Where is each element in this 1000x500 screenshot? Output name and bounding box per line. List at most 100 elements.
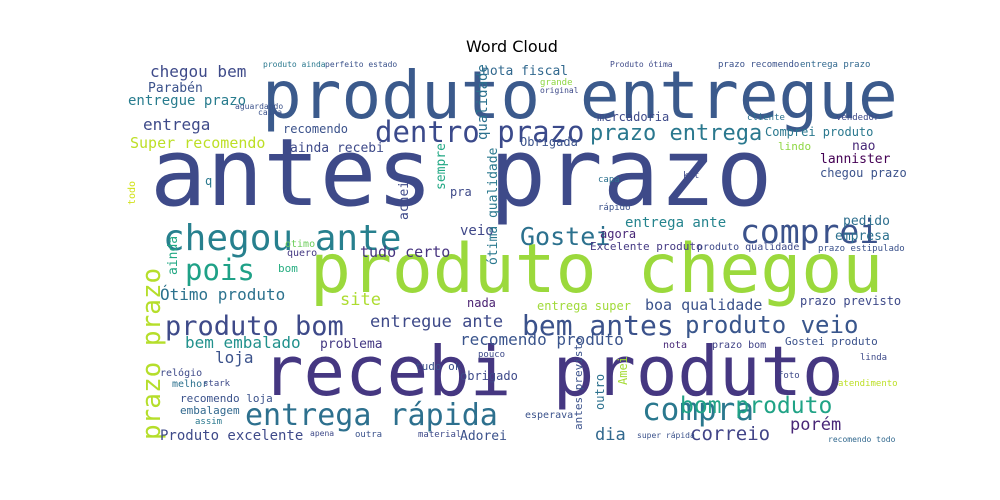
word: obrigado (460, 369, 518, 383)
word: Obrigada (520, 135, 578, 149)
word: atendimento (838, 379, 898, 389)
word: problema (320, 337, 383, 352)
word: todo (127, 181, 138, 205)
word: achei (397, 181, 412, 220)
word: recebi produto (262, 332, 844, 412)
word: boa qualidade (645, 296, 762, 314)
word: veio (460, 223, 494, 239)
word: entrega super (537, 299, 631, 313)
word: recomendo (283, 122, 348, 136)
word: stark (203, 379, 231, 389)
word: chegou prazo (820, 166, 907, 180)
word: Excelente produto (590, 240, 703, 253)
word: comprei (740, 212, 879, 251)
word: kit (683, 171, 699, 181)
word: correio (690, 423, 770, 445)
word: mercadoria (597, 110, 669, 124)
word: prazo bom (712, 340, 766, 351)
word: bem antes (522, 309, 674, 342)
word: q (205, 174, 212, 188)
word: dia (595, 425, 626, 445)
word: Comprei produto (765, 125, 873, 139)
word: outra (355, 430, 382, 440)
word: loja (215, 348, 254, 367)
word: agora (600, 227, 636, 241)
word: pois (185, 253, 255, 287)
word: bom (278, 262, 298, 275)
word: produto ainda (263, 60, 326, 69)
word: aguardando (235, 102, 283, 111)
word: antes previsto (572, 337, 585, 430)
word: entrega ante (625, 215, 726, 231)
word: ainda (166, 236, 181, 275)
word: Adorei (460, 429, 507, 444)
word: nada (467, 296, 496, 310)
word: Gostei (520, 222, 610, 251)
word: site (340, 290, 381, 310)
word: prazo entrega (590, 121, 762, 146)
word: produto qualidade (697, 242, 799, 253)
word: entrega rápida (245, 398, 498, 433)
word: nota (663, 340, 687, 351)
word: Gostei produto (785, 335, 878, 348)
word: super rápida (637, 431, 695, 440)
word: recomendo produto (460, 330, 624, 349)
word: qualidade (475, 64, 491, 140)
word: capa (598, 175, 620, 185)
word: chegou bem (150, 62, 246, 81)
word: melhor (172, 379, 208, 390)
word: caixa (258, 108, 282, 117)
word: Super recomendo (130, 134, 265, 152)
word: rápido (598, 203, 631, 213)
chart-title: Word Cloud (466, 37, 558, 56)
word: prazo previsto (800, 294, 901, 308)
word: tudo ok (415, 360, 462, 373)
word: assim (195, 417, 222, 427)
word: pedido (843, 214, 890, 229)
word: entregue ante (370, 312, 503, 332)
word: prazo estipulado (818, 244, 905, 254)
word: entregue prazo (128, 93, 246, 109)
word: entrega prazo (800, 60, 870, 70)
word: outro (593, 374, 607, 410)
word: entrega (143, 115, 210, 134)
word: nota fiscal (482, 64, 568, 79)
word: ótima qualidade (486, 147, 501, 265)
word: esperava (525, 410, 573, 421)
word: Produto excelente (160, 428, 303, 444)
word: perfeito estado (325, 60, 397, 69)
word: pouco (478, 350, 505, 360)
word: linda (860, 353, 887, 363)
word: empresa (835, 229, 890, 244)
word: compra (642, 392, 754, 428)
word: produto veio (685, 311, 858, 339)
word: antes prazo (150, 119, 773, 228)
word: bem embalado (185, 333, 301, 352)
word: porém (790, 415, 841, 435)
word: produto chegou (310, 230, 883, 309)
word: chegou ante (163, 218, 401, 259)
word: recomendo todo (828, 435, 896, 444)
word: lindo (778, 140, 811, 153)
word: apena (310, 429, 334, 438)
word: relógio (160, 367, 202, 379)
word: prazo prazo (137, 268, 167, 440)
word: recomendo loja (180, 392, 273, 405)
word: original (540, 86, 579, 95)
word: tudo certo (360, 243, 450, 261)
word: foto (778, 371, 800, 381)
word: produto entregue (262, 57, 898, 134)
word-cloud-area (128, 60, 892, 446)
word: embalagem (180, 404, 240, 417)
word: ainda recebi (290, 141, 384, 156)
word: pra (450, 185, 472, 199)
word: vendedor (836, 113, 880, 123)
word: Parabén (148, 81, 203, 96)
word: nao (852, 139, 875, 154)
word: bom produto (680, 393, 832, 419)
word: prazo recomendo (718, 60, 799, 70)
word: sempre (434, 143, 449, 190)
word: Ótimo produto (160, 285, 285, 304)
